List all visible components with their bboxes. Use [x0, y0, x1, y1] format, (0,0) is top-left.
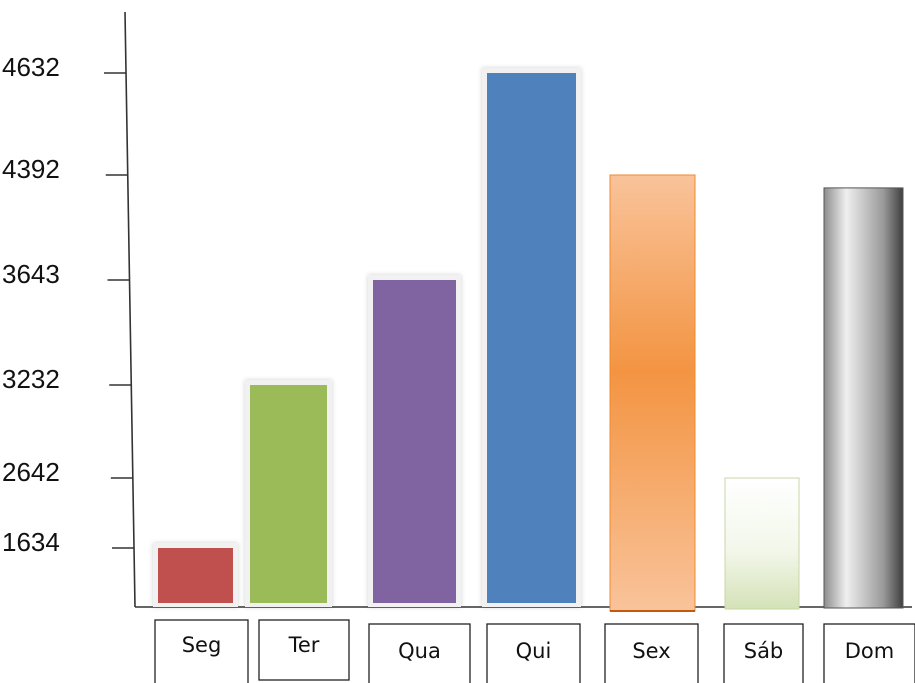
x-tick-label: Qua	[398, 639, 441, 663]
bars	[153, 68, 904, 612]
x-label-box	[486, 623, 581, 683]
y-tick-label: 3232	[2, 364, 60, 394]
bar	[250, 385, 327, 603]
bar	[724, 477, 800, 610]
x-tick-label: Seg	[182, 633, 222, 657]
bar-6	[823, 187, 904, 609]
x-tick-labels: Seg Ter Qua Qui Sex Sáb Dom	[154, 619, 915, 683]
x-tick-label: Sex	[632, 639, 670, 663]
bar	[158, 548, 233, 603]
bar	[487, 73, 576, 603]
bar-0	[153, 543, 238, 607]
x-tick-label: Qui	[516, 639, 552, 663]
x-tick-label: Sáb	[744, 639, 784, 663]
x-label-box	[368, 623, 471, 683]
x-tick-label: Dom	[845, 639, 894, 663]
y-tick-label: 3643	[2, 259, 60, 289]
x-label-box	[823, 623, 915, 683]
y-ticks: 1634 2642 3232 3643 4392 4632	[2, 52, 135, 557]
bar	[823, 187, 904, 609]
y-tick-label: 4392	[2, 154, 60, 184]
y-axis	[124, 11, 136, 608]
bar-1	[245, 380, 332, 607]
x-label-box	[723, 623, 804, 683]
x-label-box	[154, 619, 249, 683]
y-tick-label: 4632	[2, 52, 60, 82]
bar-3	[482, 68, 581, 607]
bar-4	[609, 174, 696, 612]
x-tick-label: Ter	[288, 633, 320, 657]
bar-2	[368, 275, 461, 607]
bar	[373, 280, 456, 603]
bar-5	[724, 477, 800, 610]
y-tick-label: 2642	[2, 457, 60, 487]
bar	[609, 174, 696, 612]
x-label-box	[604, 623, 699, 683]
x-label-box	[258, 619, 350, 681]
y-tick-label: 1634	[2, 527, 60, 557]
